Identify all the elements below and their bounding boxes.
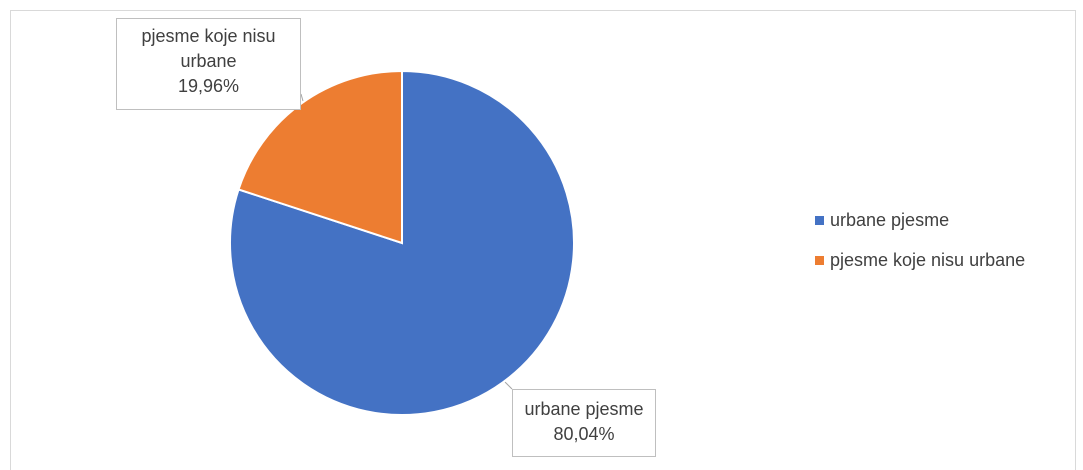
legend: urbane pjesme pjesme koje nisu urbane [815,208,1025,288]
pie-slice-nisu-urbane [237,69,403,245]
legend-item-urbane: urbane pjesme [815,208,1025,233]
data-label-blue-slice: urbane pjesme 80,04% [512,389,656,457]
leader-lines [300,93,513,390]
legend-label-urbane: urbane pjesme [830,210,950,230]
pie-slices [229,69,575,416]
chart-area [10,10,1076,470]
leader-line-blue [504,381,513,390]
data-label-blue-name: urbane pjesme [524,399,644,419]
data-label-orange-name-line2: urbane [180,51,237,71]
legend-item-nisu-urbane: pjesme koje nisu urbane [815,248,1025,273]
legend-label-nisu-urbane: pjesme koje nisu urbane [830,250,1026,270]
data-label-orange-slice: pjesme koje nisu urbane 19,96% [116,18,301,110]
legend-swatch-orange [815,256,824,265]
leader-line-orange [300,93,304,102]
pie-slice-urbane [229,69,575,416]
data-label-blue-value: 80,04% [553,424,615,444]
data-label-orange-name-line1: pjesme koje nisu [141,26,276,46]
legend-swatch-blue [815,216,824,225]
data-label-orange-value: 19,96% [177,76,240,96]
